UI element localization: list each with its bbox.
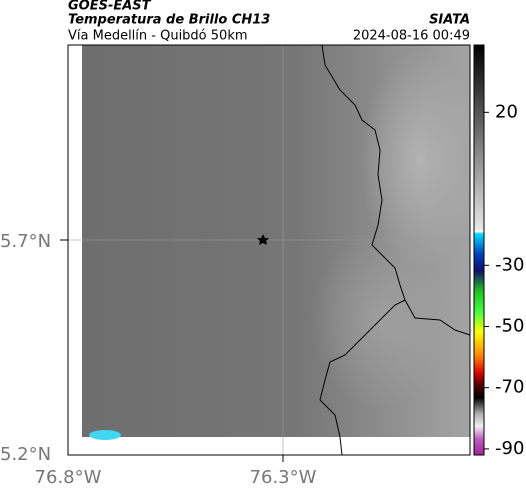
colorbar-label: -90 bbox=[495, 438, 524, 459]
cloud-area bbox=[360, 50, 480, 270]
map-area bbox=[67, 44, 480, 456]
colorbar-label: 20 bbox=[495, 101, 518, 122]
lon-label: 76.3°W bbox=[250, 467, 317, 488]
lon-label: 76.8°W bbox=[35, 467, 102, 488]
colorbar-label: -70 bbox=[495, 377, 524, 398]
colorbar-label: -50 bbox=[495, 315, 524, 336]
org-label: SIATA bbox=[429, 13, 470, 28]
lat-label: 5.7°N bbox=[0, 231, 51, 252]
colorbar-ticks: 20 -30 -50 -70 -90 bbox=[484, 101, 524, 459]
datetime-label: 2024-08-16 00:49 bbox=[353, 29, 470, 44]
border-line bbox=[321, 44, 471, 336]
cold-cloud bbox=[89, 430, 121, 440]
source-title: GOES-EAST bbox=[68, 0, 152, 14]
location-marker bbox=[257, 234, 269, 245]
map-frame bbox=[67, 44, 471, 456]
lat-label: 5.2°N bbox=[0, 444, 51, 465]
product-title: Temperatura de Brillo CH13 bbox=[68, 13, 270, 28]
colorbar-label: -30 bbox=[495, 254, 524, 275]
region-label: Vía Medellín - Quibdó 50km bbox=[68, 29, 248, 44]
border-line bbox=[319, 299, 406, 456]
colorbar bbox=[473, 44, 485, 456]
